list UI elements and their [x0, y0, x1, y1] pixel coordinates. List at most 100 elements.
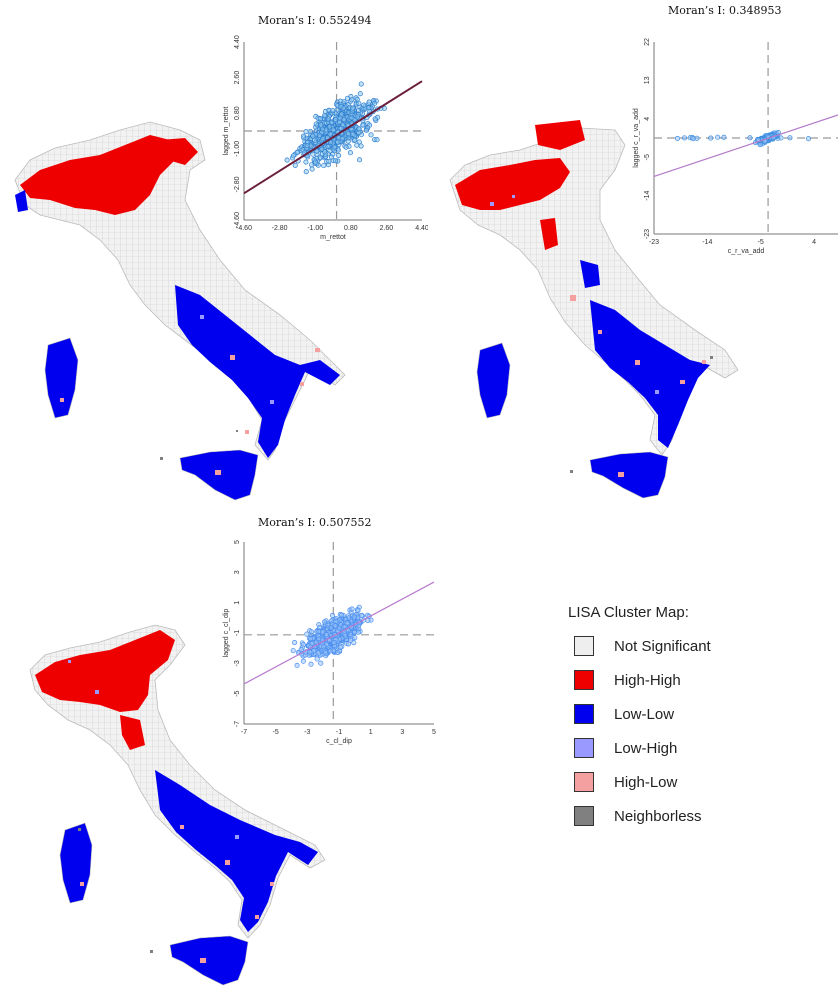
- scatter-point: [368, 132, 374, 138]
- x-tick-label: -7: [241, 729, 247, 736]
- y-tick-label: 0.80: [234, 106, 241, 120]
- scatter-point: [328, 154, 335, 160]
- y-tick-label: -3: [234, 660, 241, 666]
- scatter-point: [303, 129, 309, 135]
- scatter-point: [366, 105, 372, 111]
- legend-item: Not Significant: [568, 629, 768, 663]
- scatter-point: [345, 641, 352, 647]
- legend-item: High-High: [568, 663, 768, 697]
- scatter-point: [339, 612, 345, 618]
- y-tick-label: -7: [234, 721, 241, 727]
- scatter-point: [339, 111, 345, 117]
- y-tick-label: -4.60: [234, 212, 241, 228]
- lisa-map-2: [449, 120, 739, 499]
- scatter-point: [381, 105, 387, 111]
- y-tick-label: 13: [644, 76, 651, 84]
- scatter-point: [681, 135, 688, 141]
- scatter-point: [320, 126, 326, 132]
- legend-label: Low-High: [614, 739, 678, 757]
- lisa-legend: LISA Cluster Map: Not Significant High-Hi…: [568, 604, 768, 833]
- scatter-point: [327, 648, 333, 654]
- sicily: [169, 935, 249, 986]
- scatter-point: [329, 119, 335, 125]
- scatter-point: [360, 122, 366, 128]
- scatter-point: [322, 650, 329, 656]
- scatter-point: [715, 134, 721, 140]
- scatter-point: [290, 648, 296, 654]
- sardinia: [476, 342, 511, 419]
- y-tick-label: -23: [644, 229, 651, 239]
- scatter-point: [787, 135, 793, 141]
- scatter-point: [304, 631, 310, 637]
- scatter-point: [312, 137, 318, 143]
- scatter-point: [358, 143, 364, 149]
- scatter-point: [300, 133, 306, 139]
- scatter-points: [290, 604, 374, 669]
- legend-swatch: [574, 636, 594, 656]
- scatter-point: [350, 131, 356, 137]
- scatter-point: [325, 116, 331, 122]
- x-tick-label: -2.80: [272, 225, 288, 232]
- legend-swatch: [574, 704, 594, 724]
- x-tick-label: 3: [400, 729, 404, 736]
- scatter-point: [721, 134, 727, 140]
- moran-title-3: Moran’s I: 0.507552: [258, 516, 372, 529]
- moran-scatter-2: -23 -14 -5 4 22 13 4 -5 -14 -23 c_r_va_add lagged c…: [632, 34, 838, 262]
- scatter-point: [307, 649, 313, 655]
- scatter-point: [294, 662, 300, 669]
- y-tick-label: -2.80: [234, 176, 241, 192]
- high-high-cluster: [35, 630, 175, 712]
- x-tick-label: -14: [702, 239, 712, 246]
- scatter-point: [357, 91, 363, 97]
- legend-title: LISA Cluster Map:: [568, 604, 689, 621]
- scatter-point: [309, 166, 315, 172]
- scatter-point: [351, 614, 357, 620]
- scatter-point: [349, 97, 355, 103]
- sardinia: [59, 822, 93, 904]
- x-axis-label: m_rettot: [320, 234, 346, 241]
- scatter-point: [304, 143, 310, 149]
- scatter-points: [284, 81, 387, 175]
- sicily: [589, 451, 669, 499]
- scatter-point: [356, 126, 362, 132]
- y-tick-label: 4.40: [234, 35, 241, 49]
- y-tick-label: -5: [644, 154, 651, 160]
- x-tick-label: 2.60: [380, 225, 394, 232]
- scatter-point: [294, 149, 300, 155]
- legend-item: High-Low: [568, 765, 768, 799]
- scatter-point: [336, 135, 342, 141]
- scatter-point: [321, 163, 327, 169]
- scatter-point: [333, 618, 339, 624]
- scatter-point: [372, 116, 378, 122]
- scatter-point: [310, 151, 316, 157]
- scatter-point: [320, 136, 326, 142]
- x-tick-label: -5: [273, 729, 279, 736]
- x-tick-label: 4.40: [415, 225, 428, 232]
- y-axis-label: lagged c_cl_dip: [223, 609, 230, 658]
- scatter-point: [343, 144, 349, 150]
- y-tick-label: -5: [234, 690, 241, 696]
- scatter-point: [330, 108, 336, 114]
- legend-swatch: [574, 738, 594, 758]
- scatter-point: [292, 162, 298, 168]
- x-axis-label: c_cl_dip: [326, 738, 352, 745]
- scatter-point: [327, 131, 333, 137]
- y-tick-label: 3: [234, 570, 241, 574]
- scatter-point: [298, 647, 304, 653]
- scatter-point: [309, 162, 315, 168]
- scatter-point: [363, 127, 370, 133]
- scatter-point: [350, 105, 356, 111]
- scatter-point: [292, 640, 298, 646]
- y-tick-label: 22: [644, 38, 651, 46]
- x-tick-label: -23: [649, 239, 659, 246]
- scatter-point: [372, 100, 378, 106]
- scatter-point: [354, 114, 360, 120]
- scatter-point: [345, 138, 351, 144]
- x-tick-label: 5: [432, 729, 436, 736]
- scatter-point: [747, 135, 753, 141]
- x-tick-label: -1: [336, 729, 342, 736]
- scatter-point: [374, 137, 380, 143]
- scatter-point: [355, 629, 361, 635]
- scatter-point: [337, 644, 343, 650]
- x-axis-label: c_r_va_add: [728, 248, 765, 255]
